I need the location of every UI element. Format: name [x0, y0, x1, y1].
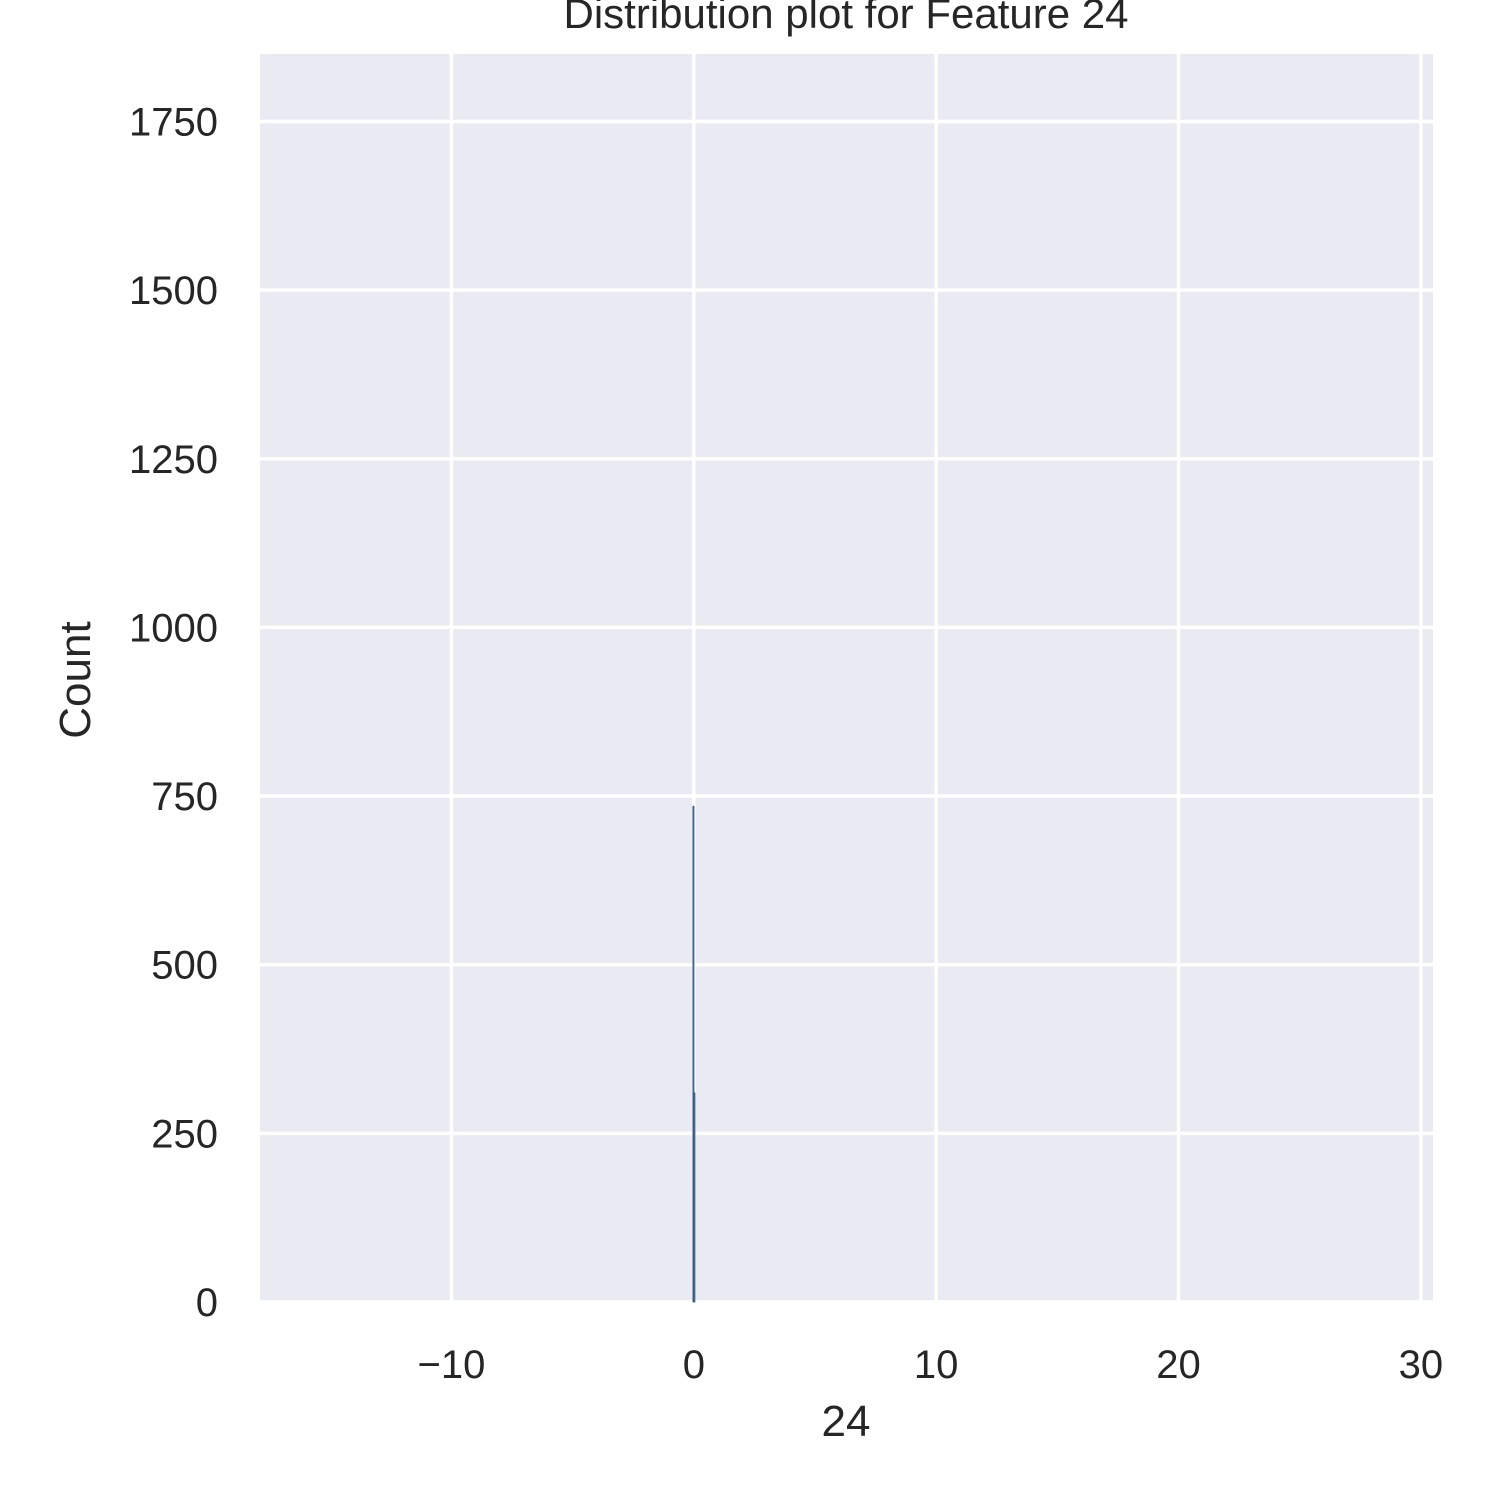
y-tick-label: 0 [196, 1281, 218, 1325]
histogram-bar [693, 1092, 696, 1303]
y-gridlines [260, 119, 1433, 1304]
y-tick-label: 750 [151, 775, 218, 819]
x-tick-label: 0 [683, 1343, 705, 1387]
x-axis-label: 24 [822, 1397, 871, 1446]
y-tick-label: 1750 [129, 100, 218, 144]
y-tick-label: 1500 [129, 269, 218, 313]
histogram-bars [692, 805, 696, 1303]
x-tick-label: −10 [418, 1343, 486, 1387]
x-tick-labels: −10 0 10 20 30 [418, 1343, 1444, 1387]
x-tick-label: 10 [914, 1343, 959, 1387]
y-tick-label: 500 [151, 944, 218, 988]
y-tick-label: 250 [151, 1112, 218, 1156]
y-tick-label: 1250 [129, 438, 218, 482]
chart-title: Distribution plot for Feature 24 [564, 0, 1129, 37]
y-tick-labels: 0 250 500 750 1000 1250 1500 1750 [129, 100, 218, 1325]
x-tick-label: 20 [1156, 1343, 1201, 1387]
x-tick-label: 30 [1399, 1343, 1444, 1387]
plot-area [260, 54, 1433, 1302]
y-tick-label: 1000 [129, 606, 218, 650]
y-axis-label: Count [51, 621, 100, 738]
histogram-bar [692, 805, 695, 1303]
